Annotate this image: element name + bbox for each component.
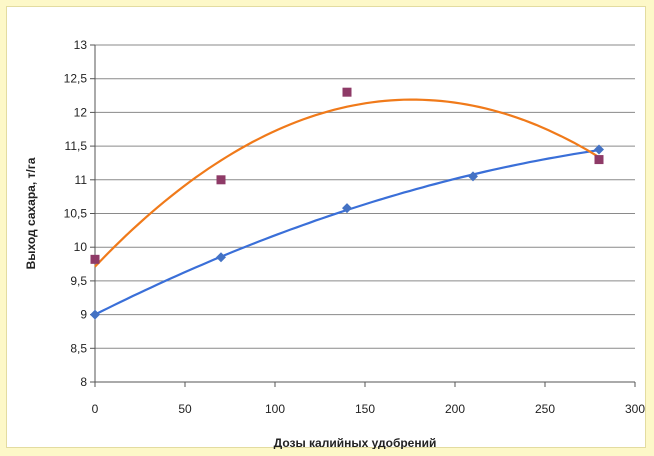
data-points [90, 87, 604, 320]
data-point-square [216, 175, 226, 185]
y-tick-label: 11 [75, 173, 88, 187]
x-tick-label: 200 [445, 402, 465, 416]
data-point-diamond [468, 171, 478, 182]
y-tick-label: 8,5 [70, 341, 87, 355]
x-tick-label: 300 [625, 402, 645, 416]
y-tick-label: 8 [80, 375, 87, 389]
data-point-diamond [594, 144, 604, 155]
y-tick-label: 12 [74, 105, 88, 119]
y-tick-label: 11,5 [65, 139, 88, 153]
gridlines [95, 44, 635, 383]
x-tick-label: 50 [178, 402, 192, 416]
chart-plot: 8 8,5 9 9,5 10 10,5 11 11,5 12 12,5 13 0 50 100 150 200… [24, 38, 646, 449]
trendline-1 [94, 149, 600, 316]
y-tick-label: 10 [74, 240, 88, 254]
data-point-diamond [90, 309, 100, 320]
y-tick-label: 13 [74, 38, 88, 52]
y-tick-label: 9 [80, 308, 87, 322]
chart-frame: 8 8,5 9 9,5 10 10,5 11 11,5 12 12,5 13 0 50 100 150 200… [6, 6, 646, 449]
x-tick-label: 100 [265, 402, 285, 416]
tick-labels: 8 8,5 9 9,5 10 10,5 11 11,5 12 12,5 13 0 50 100 150 200… [64, 38, 646, 416]
data-point-square [594, 155, 604, 165]
y-axis-title: Выход сахара, т/га [24, 157, 38, 269]
data-point-square [90, 254, 100, 264]
axes [90, 44, 636, 387]
y-tick-label: 9,5 [70, 274, 87, 288]
y-tick-label: 12,5 [64, 72, 88, 86]
data-point-diamond [342, 203, 352, 214]
data-point-diamond [216, 252, 226, 263]
x-tick-label: 150 [355, 402, 375, 416]
data-point-square [342, 87, 352, 97]
x-axis-title: Дозы калийных удобрений [274, 436, 437, 449]
trendline-2 [94, 98, 600, 268]
x-tick-label: 250 [535, 402, 555, 416]
y-tick-label: 10,5 [64, 207, 88, 221]
x-tick-label: 0 [92, 402, 99, 416]
